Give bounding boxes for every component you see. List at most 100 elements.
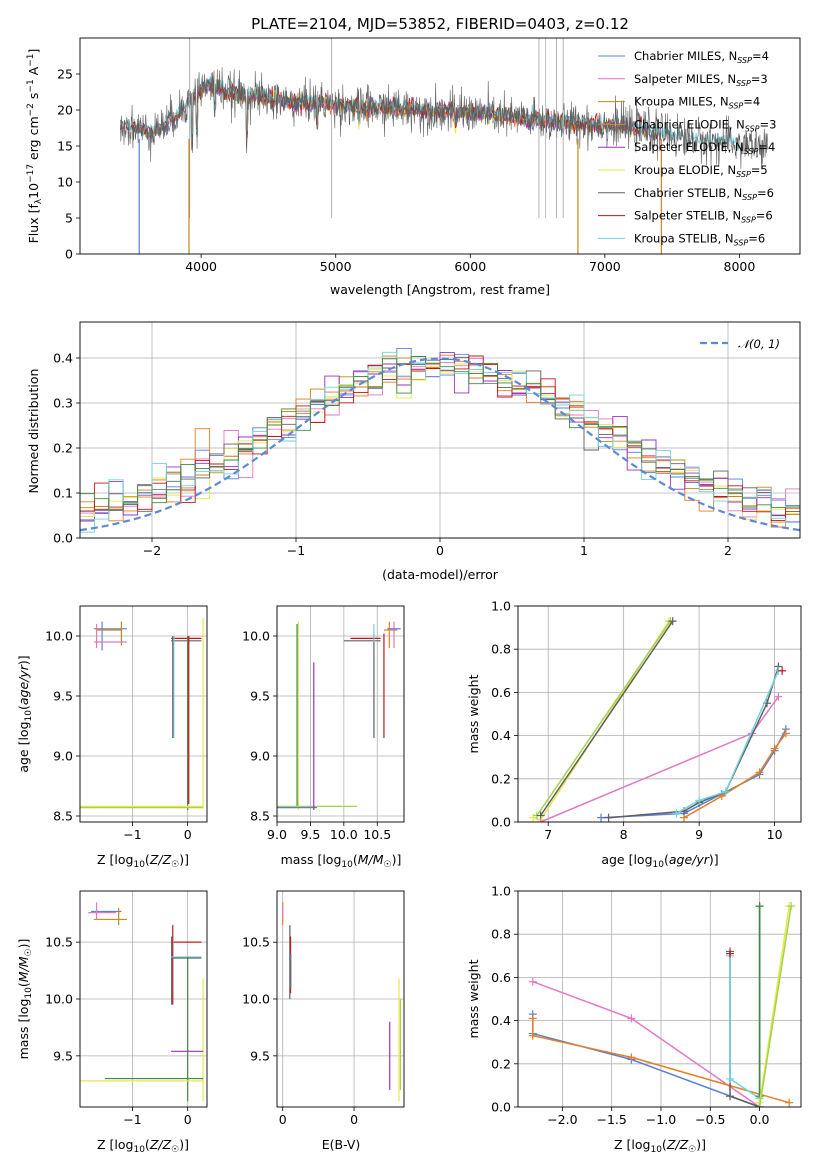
axes-border [276,605,405,823]
legend-value: =6 [756,209,773,223]
legend-value: =5 [751,163,768,177]
y-tick-label: 8.5 [53,809,73,824]
mass-z-xlabel: Z [log10(Z/Z☉)] [97,1137,189,1155]
axes-border [276,890,405,1108]
x-tick-label: 1 [580,543,588,558]
legend-label: Salpeter MILES, NSSP=3 [634,72,768,88]
x-tick-label: 0.0 [750,1112,770,1127]
plot-content [277,621,401,810]
weight-line [758,905,790,1103]
plot-content [80,902,204,1102]
legend-label: Kroupa STELIB, NSSP=6 [634,231,765,247]
y-tick-label: 10.0 [242,629,270,644]
axes-frame: 7 8 9 10 0.0 0.2 0.4 0.6 0.8 1.0 [491,599,802,842]
plot-area [277,606,404,822]
legend-label: Salpeter ELODIE, NSSP=4 [634,140,775,156]
residual-legend: 𝒩(0, 1) [700,337,780,351]
spectrum-ylabel: Flux [fλ10−17 erg cm−2 s−1 A−1] [26,49,44,244]
age-z-xlabel: Z [log10(Z/Z☉)] [97,852,189,870]
y-tick-label: 9.5 [250,1048,270,1063]
weight-line [758,905,792,1107]
x-tick-label: 0 [184,827,192,842]
x-tick-label: 10 [767,827,783,842]
plot-content [120,38,768,254]
y-tick-label: 0.6 [491,685,511,700]
x-tick-label: −2.0 [547,1112,577,1127]
y-tick-label: 0.0 [53,531,73,546]
y-tick-label: 8.5 [250,809,270,824]
legend-label: Chabrier MILES, NSSP=4 [634,49,769,65]
x-tick-label: −1.0 [646,1112,676,1127]
massweight-z-ylabel: mass weight [466,959,481,1038]
spectrum-panel: 4000 5000 6000 7000 8000 0 5 10 15 20 25 Chabrier M… [57,37,801,274]
x-tick-label: −2 [143,543,161,558]
y-tick-label: 9.0 [53,749,73,764]
legend-subscript: SSP [736,79,751,88]
massweight-age-panel: 7 8 9 10 0.0 0.2 0.4 0.6 0.8 1.0 [491,599,802,842]
y-tick-label: 10.0 [242,992,270,1007]
y-tick-label: 25 [57,67,73,82]
legend-value: =6 [757,186,774,200]
residual-xlabel: (data-model)/error [382,567,499,582]
x-tick-label: 0 [279,1112,287,1127]
axes-border [79,605,208,823]
legend-value: =4 [743,95,760,109]
y-tick-label: 20 [57,103,73,118]
legend-subscript: SSP [729,102,744,111]
weight-line [676,670,780,815]
plot-area [518,606,801,822]
x-tick-label: 0 [184,1112,192,1127]
legend-subscript: SSP [734,238,749,247]
y-tick-label: 0.2 [491,1056,511,1071]
x-tick-label: 8 [620,827,628,842]
legend-label: Kroupa ELODIE, NSSP=5 [634,163,768,179]
x-tick-label: 10.5 [363,827,391,842]
residual-panel: −2 −1 0 1 2 0.0 0.1 0.2 0.3 0.4 𝒩(0, 1) [53,321,801,558]
axes-frame: 0 0 9.5 10.0 10.5 [242,890,405,1127]
y-tick-label: 0.0 [491,1100,511,1115]
plot-content [529,617,790,822]
y-tick-label: 0.4 [53,351,73,366]
massweight-z-xlabel: Z [log10(Z/Z☉)] [614,1137,706,1155]
x-tick-label: 0 [436,543,444,558]
y-tick-label: 5 [65,211,73,226]
legend-subscript: SSP [741,216,756,225]
axes-frame: 9.0 9.5 10.0 10.5 8.5 9.0 9.5 10.0 [242,605,405,842]
plot-area [518,891,801,1107]
axes-frame: −1 0 8.5 9.0 9.5 10.0 [45,605,208,842]
y-tick-label: 9.5 [53,1048,73,1063]
age-z-panel: −1 0 8.5 9.0 9.5 10.0 [45,605,208,842]
weight-line [532,1018,790,1104]
weight-line [539,620,674,816]
x-tick-label: 10.0 [330,827,358,842]
legend-value: =6 [748,231,765,245]
y-tick-label: 0 [65,247,73,262]
y-tick-label: 1.0 [491,599,511,614]
x-tick-label: 9.5 [300,827,320,842]
legend-subscript: SSP [745,124,760,133]
plot-content [80,347,800,533]
y-tick-label: 0.2 [53,441,73,456]
y-tick-label: 0.8 [491,642,511,657]
x-tick-label: −0.5 [695,1112,725,1127]
y-tick-label: 10 [57,175,73,190]
age-z-ylabel: age [log10(age/yr)] [16,655,34,772]
massweight-age-ylabel: mass weight [466,674,481,753]
residual-ylabel: Normed distribution [26,369,41,494]
legend-label: Chabrier ELODIE, NSSP=3 [634,117,776,133]
x-tick-label: 7000 [589,259,621,274]
legend-value: =4 [758,140,775,154]
age-mass-xlabel: mass [log10(M/M☉)] [281,852,402,870]
y-tick-label: 1.0 [491,884,511,899]
normal-curve [80,357,800,532]
axes-border [517,890,802,1108]
x-tick-label: 9.0 [267,827,287,842]
x-tick-label: 0 [350,1112,358,1127]
y-tick-label: 10.5 [242,935,270,950]
mass-ebv-panel: 0 0 9.5 10.0 10.5 [242,890,405,1127]
y-tick-label: 10.5 [45,935,73,950]
axes-frame: −2.0 −1.5 −1.0 −0.5 0.0 0.0 0.2 0.4 0.6 0.8 1.0 [491,884,802,1127]
axes-border [79,37,801,255]
legend-label: Salpeter STELIB, NSSP=6 [634,209,773,225]
